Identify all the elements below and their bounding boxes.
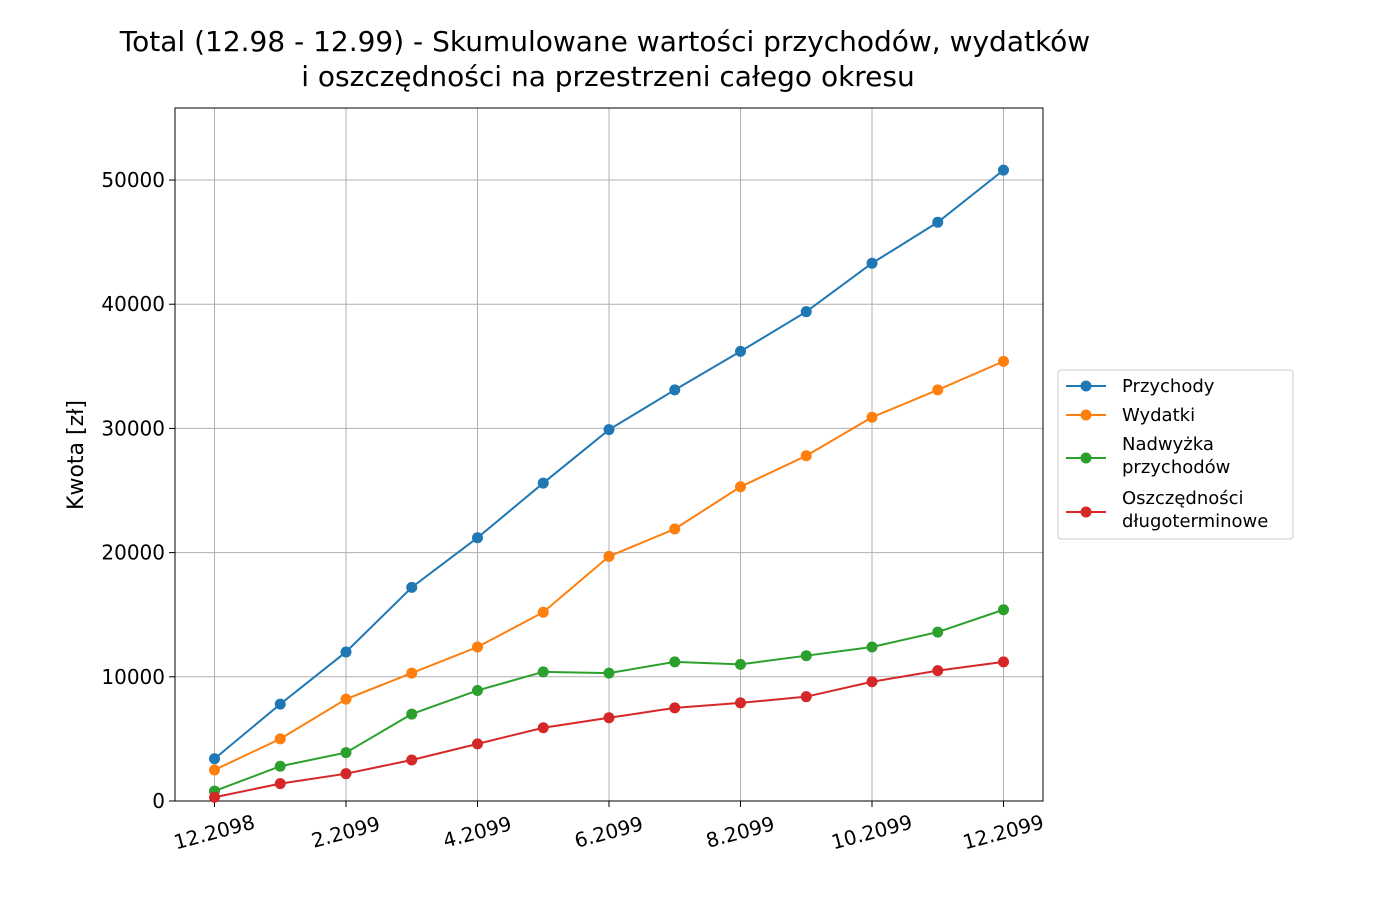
chart-title-line-2: i oszczędności na przestrzeni całego okr… bbox=[301, 60, 915, 93]
legend-item: Przychody bbox=[1066, 376, 1215, 397]
data-point bbox=[800, 450, 812, 462]
data-point bbox=[340, 768, 352, 780]
legend-label: Nadwyżka przychodów bbox=[1122, 434, 1230, 478]
legend-label: Oszczędności długoterminowe bbox=[1122, 488, 1268, 532]
series-3 bbox=[209, 604, 1009, 797]
data-point bbox=[669, 656, 681, 668]
data-point bbox=[274, 698, 286, 710]
legend-marker bbox=[1080, 452, 1092, 464]
data-point bbox=[603, 550, 615, 562]
y-tick-label: 30000 bbox=[101, 416, 165, 440]
data-point bbox=[340, 646, 352, 658]
data-point bbox=[866, 641, 878, 653]
legend-marker bbox=[1080, 506, 1092, 518]
y-axis: 0 10000 20000 30000 40000 50000 bbox=[101, 168, 175, 813]
grid bbox=[175, 108, 1043, 802]
data-point bbox=[472, 738, 483, 750]
legend-item: Nadwyżka przychodów bbox=[1066, 434, 1230, 478]
data-point bbox=[735, 658, 746, 670]
x-tick-label: 6.2099 bbox=[572, 811, 646, 852]
data-point bbox=[603, 424, 615, 436]
y-tick-label: 10000 bbox=[101, 665, 165, 689]
x-axis: 12.2098 2.2099 4.2099 6.2099 8.2099 10.2099 12… bbox=[171, 801, 1046, 854]
data-point bbox=[340, 747, 352, 759]
data-point bbox=[406, 708, 418, 720]
data-point bbox=[537, 666, 549, 678]
data-point bbox=[406, 754, 418, 766]
x-tick-label: 12.2099 bbox=[960, 810, 1046, 855]
data-point bbox=[800, 306, 812, 318]
data-point bbox=[800, 650, 812, 662]
legend-label: Przychody bbox=[1122, 376, 1215, 397]
y-axis-label: Kwota [zł] bbox=[64, 400, 89, 510]
data-point bbox=[406, 667, 418, 679]
series-layer bbox=[209, 164, 1009, 803]
data-point bbox=[537, 606, 549, 618]
data-point bbox=[932, 665, 944, 677]
x-tick-label: 8.2099 bbox=[703, 811, 777, 852]
data-point bbox=[735, 481, 746, 493]
data-point bbox=[866, 257, 878, 269]
chart-title: Total (12.98 - 12.99) - Skumulowane wart… bbox=[119, 25, 1090, 93]
data-point bbox=[274, 778, 286, 790]
data-point bbox=[340, 693, 352, 705]
data-point bbox=[603, 667, 615, 679]
data-point bbox=[998, 604, 1009, 616]
legend-item: Oszczędności długoterminowe bbox=[1066, 488, 1268, 532]
x-tick-label: 2.2099 bbox=[309, 811, 383, 852]
series-1 bbox=[209, 164, 1009, 765]
data-point bbox=[669, 702, 681, 714]
data-point bbox=[209, 753, 220, 765]
series-2 bbox=[209, 355, 1009, 776]
data-point bbox=[998, 656, 1009, 668]
data-point bbox=[669, 384, 681, 396]
data-point bbox=[866, 676, 878, 688]
legend-marker bbox=[1080, 409, 1092, 421]
data-point bbox=[406, 581, 418, 593]
y-tick-label: 40000 bbox=[101, 292, 165, 316]
data-point bbox=[472, 532, 483, 544]
data-point bbox=[472, 641, 483, 653]
x-tick-label: 12.2098 bbox=[171, 810, 257, 855]
data-point bbox=[669, 523, 681, 535]
data-point bbox=[932, 216, 944, 228]
legend: Przychody Wydatki Nadwyżka przychodów Oszczę… bbox=[1057, 369, 1294, 540]
series-4 bbox=[209, 656, 1009, 803]
data-point bbox=[735, 345, 746, 357]
data-point bbox=[209, 764, 220, 776]
y-tick-label: 0 bbox=[152, 789, 165, 813]
legend-label: Wydatki bbox=[1122, 405, 1195, 426]
x-tick-label: 10.2099 bbox=[829, 810, 915, 855]
data-point bbox=[800, 691, 812, 703]
data-point bbox=[537, 722, 549, 734]
legend-marker bbox=[1080, 380, 1092, 392]
data-point bbox=[735, 697, 746, 709]
data-point bbox=[209, 791, 220, 803]
data-point bbox=[274, 733, 286, 745]
legend-frame bbox=[1057, 369, 1294, 540]
data-point bbox=[472, 684, 483, 696]
legend-item: Wydatki bbox=[1066, 405, 1195, 426]
y-tick-label: 20000 bbox=[101, 541, 165, 565]
data-point bbox=[998, 164, 1009, 176]
y-tick-label: 50000 bbox=[101, 168, 165, 192]
data-point bbox=[932, 384, 944, 396]
chart-title-line-1: Total (12.98 - 12.99) - Skumulowane wart… bbox=[119, 25, 1090, 58]
data-point bbox=[866, 411, 878, 423]
data-point bbox=[274, 760, 286, 772]
data-point bbox=[998, 355, 1009, 367]
data-point bbox=[537, 477, 549, 489]
data-point bbox=[932, 626, 944, 638]
x-tick-label: 4.2099 bbox=[440, 811, 514, 852]
data-point bbox=[603, 712, 615, 724]
